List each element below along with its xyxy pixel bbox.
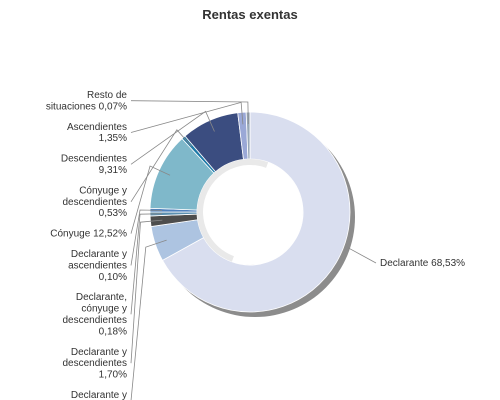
slice-label: Descendientes 9,31% [61, 154, 127, 176]
leader-line [347, 247, 377, 264]
leader-line [130, 110, 215, 165]
slice-label: Declarante, cónyuge y descendientes 0,18% [63, 292, 128, 337]
donut-hole [197, 159, 303, 265]
leader-line [130, 209, 163, 266]
slice-label: Ascendientes 1,35% [67, 122, 127, 144]
leader-line [130, 129, 192, 203]
leader-line [130, 219, 163, 364]
leader-line [130, 165, 171, 234]
slice-label: Cónyuge y descendientes 0,53% [63, 185, 128, 219]
slice-label: Resto de situaciones 0,07% [46, 90, 128, 112]
leader-line [130, 239, 167, 400]
chart-title: Rentas exentas [202, 7, 298, 22]
slice-label: Declarante y descendientes 1,70% [63, 347, 128, 381]
slice-label: Declarante ycónyuge 5,71% [58, 390, 127, 400]
leader-line [130, 213, 163, 315]
slice-label: Declarante y ascendientes 0,10% [68, 249, 127, 283]
slice-label: Declarante 68,53% [380, 258, 465, 269]
leader-line [130, 100, 249, 125]
slice-label: Cónyuge 12,52% [50, 229, 127, 240]
leader-line [130, 101, 244, 133]
